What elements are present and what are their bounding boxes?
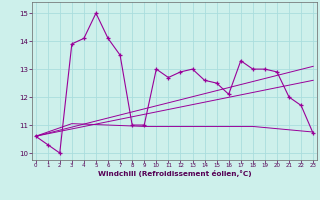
X-axis label: Windchill (Refroidissement éolien,°C): Windchill (Refroidissement éolien,°C) bbox=[98, 170, 251, 177]
